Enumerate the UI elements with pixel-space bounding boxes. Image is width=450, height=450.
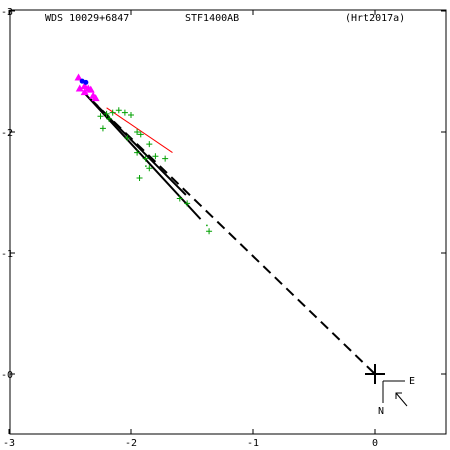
compass-east-label: E xyxy=(409,376,415,387)
observation-point xyxy=(142,155,149,162)
observation-point xyxy=(103,110,110,117)
speckle-triangle xyxy=(74,73,83,81)
compass-north-label: N xyxy=(378,406,384,417)
observation-point xyxy=(109,109,116,116)
axis-ticks: -3 -2 -1 0 -0 -1 -2 -3 xyxy=(1,7,446,449)
speckle-triangle xyxy=(86,85,95,93)
x-tick-label: 0 xyxy=(372,438,378,449)
observation-point xyxy=(136,174,143,181)
observation-point xyxy=(162,155,169,162)
observation-point xyxy=(128,112,134,119)
observation-point xyxy=(146,141,153,148)
speckle-triangle xyxy=(80,82,89,90)
observation-point xyxy=(106,115,113,122)
x-tick-label: -1 xyxy=(247,438,259,449)
x-tick-label: -3 xyxy=(3,438,15,449)
dashed-line xyxy=(90,98,376,375)
y-tick-label: -1 xyxy=(1,249,13,260)
observation-point xyxy=(176,195,183,202)
observation-point xyxy=(152,153,159,160)
observation-point xyxy=(206,228,213,235)
observation-point xyxy=(99,125,106,132)
observation-dot xyxy=(145,165,147,167)
observation-point xyxy=(134,129,141,135)
data-marks xyxy=(74,73,385,384)
y-tick-label: -2 xyxy=(1,128,13,139)
primary-star xyxy=(365,364,385,384)
recent-point xyxy=(83,79,89,85)
plot-frame xyxy=(9,9,447,435)
reference-label: (Hrt2017a) xyxy=(345,13,405,24)
motion-arrow-head xyxy=(395,392,402,399)
fit-segment xyxy=(106,107,173,153)
speckle-triangle xyxy=(75,84,84,92)
observation-point xyxy=(137,131,144,138)
x-tick-label: -2 xyxy=(125,438,137,449)
y-tick-label: -3 xyxy=(1,7,13,18)
discoverer-label: STF1400AB xyxy=(185,13,239,24)
observation-point xyxy=(124,135,131,142)
observation-dot xyxy=(206,224,208,227)
observation-point xyxy=(97,113,104,120)
observation-point xyxy=(146,165,153,172)
wds-id-label: WDS 10029+6847 xyxy=(45,13,129,24)
y-tick-label: -0 xyxy=(1,370,13,381)
compass: E N xyxy=(378,376,415,417)
orbit-line xyxy=(83,92,202,220)
observation-point xyxy=(184,200,191,207)
observation-point xyxy=(134,149,141,156)
speckle-triangle xyxy=(91,94,100,102)
observation-point xyxy=(115,107,122,114)
motion-arrow-shaft xyxy=(395,392,408,407)
observation-point xyxy=(121,109,128,116)
speckle-triangle xyxy=(80,88,89,96)
